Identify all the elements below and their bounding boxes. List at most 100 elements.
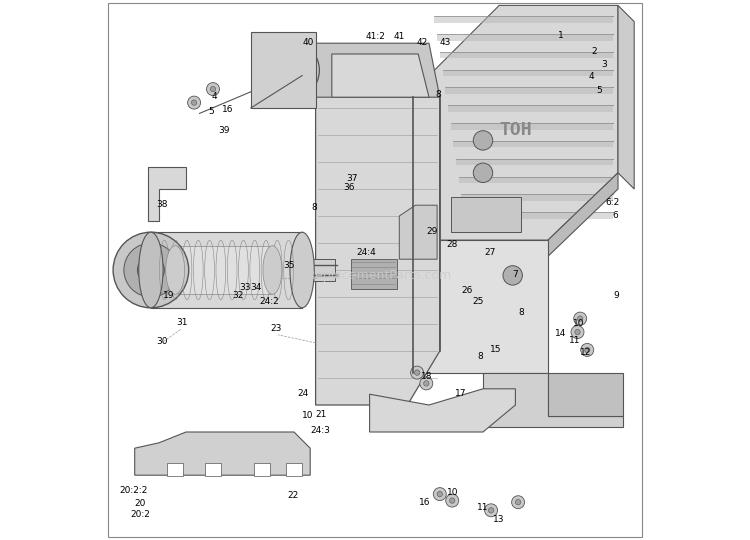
Text: 11: 11: [477, 503, 489, 512]
Circle shape: [411, 366, 424, 379]
Text: 14: 14: [554, 329, 566, 338]
Text: 4: 4: [588, 72, 594, 81]
Circle shape: [433, 488, 446, 501]
Circle shape: [584, 347, 590, 353]
Polygon shape: [464, 212, 613, 219]
Text: 36: 36: [343, 184, 354, 192]
Circle shape: [113, 232, 189, 308]
Text: 22: 22: [287, 491, 298, 500]
Circle shape: [503, 266, 523, 285]
Text: 24:3: 24:3: [310, 427, 330, 435]
Polygon shape: [446, 87, 613, 94]
Text: 6: 6: [613, 212, 618, 220]
Circle shape: [280, 60, 299, 80]
Polygon shape: [316, 54, 440, 405]
Polygon shape: [461, 194, 613, 201]
Circle shape: [473, 131, 493, 150]
Polygon shape: [370, 389, 515, 432]
Circle shape: [571, 326, 584, 339]
Bar: [451, 197, 520, 232]
Circle shape: [424, 381, 429, 386]
Circle shape: [473, 163, 493, 183]
Circle shape: [574, 312, 586, 325]
Text: eReplacementParts.com: eReplacementParts.com: [298, 269, 452, 282]
Text: 17: 17: [454, 389, 466, 397]
Text: TOH: TOH: [499, 120, 532, 139]
Polygon shape: [548, 373, 623, 416]
Polygon shape: [413, 97, 548, 373]
Text: 37: 37: [346, 174, 358, 183]
Text: 25: 25: [472, 297, 484, 306]
Bar: [351, 259, 397, 289]
Polygon shape: [618, 5, 634, 189]
Text: 24:4: 24:4: [356, 248, 376, 257]
Text: 19: 19: [163, 292, 175, 300]
Text: 24: 24: [297, 389, 308, 397]
Text: 18: 18: [421, 373, 432, 381]
Polygon shape: [304, 43, 439, 97]
Bar: [205, 463, 221, 476]
Text: 16: 16: [419, 498, 430, 507]
Text: 41:2: 41:2: [365, 32, 386, 41]
Text: 40: 40: [302, 38, 313, 46]
Text: 5: 5: [596, 86, 602, 95]
Text: 26: 26: [461, 286, 472, 295]
Text: 8: 8: [436, 90, 442, 99]
Bar: [167, 463, 183, 476]
Polygon shape: [440, 52, 613, 58]
Text: 7: 7: [512, 270, 518, 279]
Text: 29: 29: [426, 227, 437, 235]
Circle shape: [449, 498, 455, 503]
Bar: [151, 232, 302, 308]
Polygon shape: [453, 141, 613, 147]
Text: 1: 1: [559, 31, 564, 39]
Text: 43: 43: [440, 38, 451, 46]
Text: 6:2: 6:2: [605, 198, 619, 207]
Text: 10: 10: [446, 488, 458, 497]
Text: 41: 41: [394, 32, 405, 41]
Bar: [254, 463, 270, 476]
Polygon shape: [429, 5, 618, 240]
Polygon shape: [434, 16, 613, 23]
Text: 8: 8: [478, 352, 483, 361]
Text: 8: 8: [312, 204, 317, 212]
Polygon shape: [442, 70, 613, 76]
Polygon shape: [483, 373, 623, 427]
Text: 20:2:2: 20:2:2: [119, 486, 148, 495]
Text: 10: 10: [573, 320, 585, 328]
Polygon shape: [451, 123, 613, 130]
Text: 8: 8: [518, 308, 524, 316]
Polygon shape: [399, 205, 437, 259]
Ellipse shape: [290, 232, 314, 308]
Bar: [291, 259, 334, 281]
Polygon shape: [429, 173, 618, 256]
Text: 10: 10: [302, 411, 313, 420]
Text: 15: 15: [490, 346, 501, 354]
Ellipse shape: [139, 232, 163, 308]
Text: 34: 34: [251, 283, 262, 292]
Circle shape: [574, 329, 580, 335]
Circle shape: [124, 243, 178, 297]
Text: 32: 32: [232, 292, 244, 300]
Text: 24:2: 24:2: [260, 297, 280, 306]
Polygon shape: [456, 159, 613, 165]
Text: 39: 39: [218, 126, 230, 135]
Text: 16: 16: [222, 105, 234, 113]
Circle shape: [446, 494, 459, 507]
Text: 20: 20: [134, 499, 146, 508]
Circle shape: [137, 256, 164, 284]
Circle shape: [484, 504, 497, 517]
Circle shape: [260, 40, 320, 100]
Text: 12: 12: [580, 348, 591, 356]
Text: 33: 33: [240, 283, 251, 292]
Text: 38: 38: [156, 200, 167, 208]
Polygon shape: [437, 34, 613, 40]
Text: 9: 9: [613, 292, 619, 300]
Circle shape: [488, 508, 494, 513]
Text: 23: 23: [270, 324, 281, 333]
Circle shape: [415, 370, 420, 375]
Polygon shape: [332, 54, 429, 97]
Polygon shape: [448, 105, 613, 112]
Text: 4: 4: [211, 92, 217, 100]
Circle shape: [188, 96, 200, 109]
